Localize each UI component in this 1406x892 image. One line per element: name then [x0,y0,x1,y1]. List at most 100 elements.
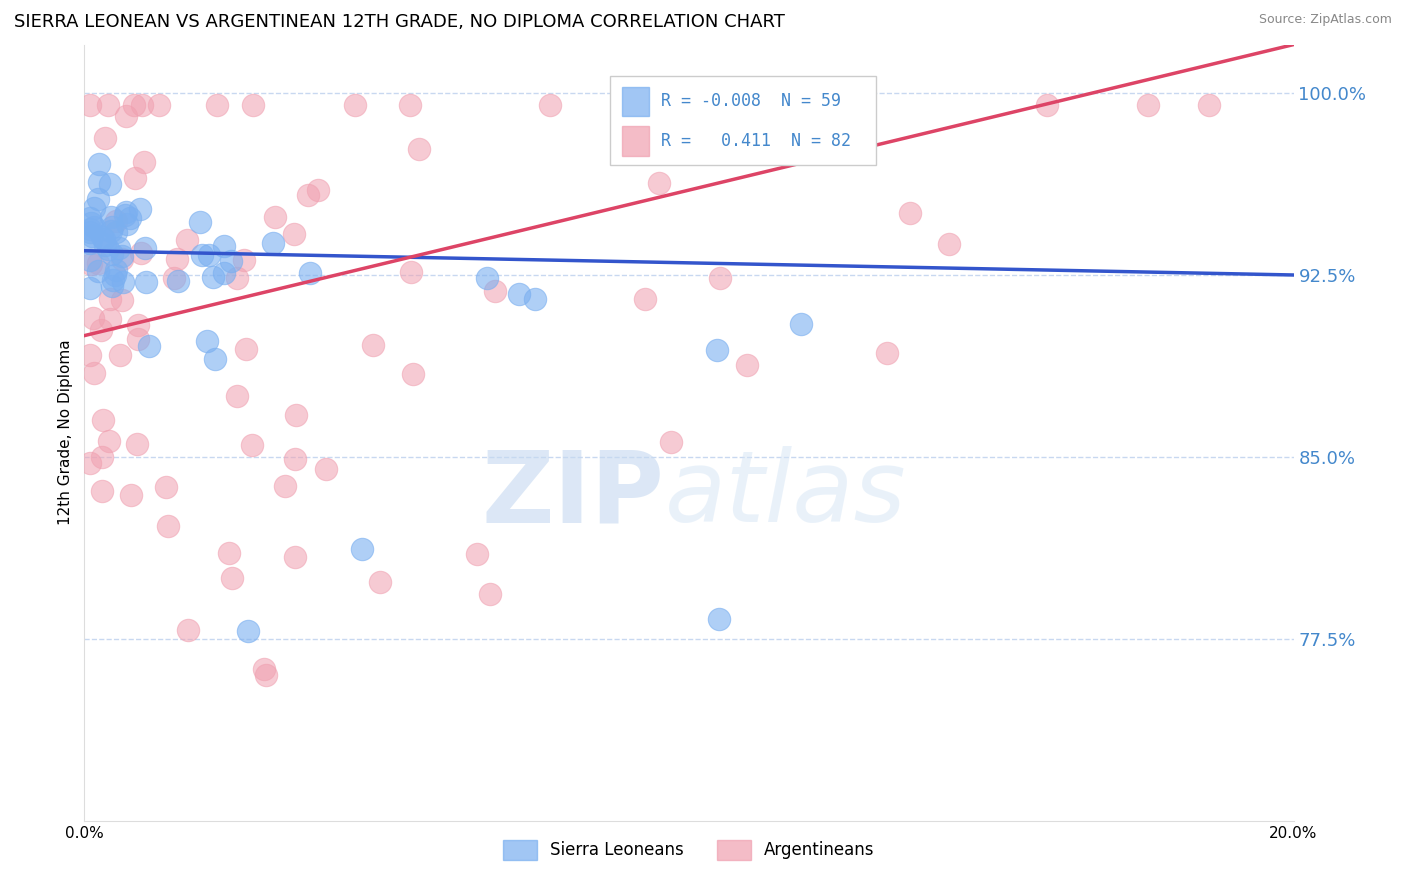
Point [111,249,134,263]
Point [98,434,121,449]
Point [90,323,112,337]
Point [307,183,329,197]
Point [205,98,228,112]
Point [212,239,235,253]
Point [191,248,214,262]
Point [938,236,960,251]
Point [108,241,131,255]
Point [104,268,127,282]
Point [155,480,177,494]
Point [1198,98,1220,112]
Point [634,292,657,306]
Point [201,269,224,284]
Point [709,271,731,285]
Point [97,98,120,112]
Point [233,253,256,268]
Point [79,281,101,295]
Point [478,587,501,601]
Point [195,334,218,348]
Point [1035,98,1057,112]
Point [402,367,425,381]
Point [204,351,226,366]
Point [725,98,748,112]
Point [103,273,125,287]
Point [93,232,115,246]
Point [177,624,200,638]
Point [138,338,160,352]
Point [368,575,391,590]
Point [100,224,122,238]
Point [98,292,121,306]
Point [120,488,142,502]
Point [262,236,284,251]
Point [135,275,157,289]
Point [87,256,110,270]
Point [90,483,112,498]
Point [508,286,530,301]
Point [104,263,127,277]
Point [299,266,322,280]
Point [83,220,105,235]
Point [212,266,235,280]
Point [79,235,101,250]
Point [221,571,243,585]
Point [115,204,138,219]
Point [91,413,114,427]
Point [80,257,103,271]
Point [790,317,813,331]
Point [111,293,134,307]
Point [163,271,186,285]
Point [198,248,221,262]
Point [242,98,264,112]
Point [176,233,198,247]
Point [668,98,690,112]
Point [83,366,105,380]
Point [87,264,110,278]
Point [274,479,297,493]
Point [264,210,287,224]
Point [120,211,142,225]
Point [87,175,110,189]
Point [101,219,124,234]
Y-axis label: 12th Grade, No Diploma: 12th Grade, No Diploma [58,340,73,525]
Text: Source: ZipAtlas.com: Source: ZipAtlas.com [1258,13,1392,27]
Point [79,211,101,225]
Point [127,332,149,346]
Point [125,437,148,451]
Point [898,206,921,220]
Point [90,230,112,244]
Point [100,247,122,261]
Point [127,318,149,333]
Point [253,662,276,676]
Point [254,668,277,682]
Point [167,274,190,288]
Point [115,109,138,123]
Point [124,171,146,186]
Point [115,217,138,231]
Point [79,98,101,112]
Point [399,98,422,112]
FancyBboxPatch shape [610,76,876,165]
Point [225,271,247,285]
Point [131,98,153,112]
Point [104,214,127,228]
Point [122,98,145,112]
Point [240,438,263,452]
Point [79,348,101,362]
Point [111,275,134,289]
Point [87,157,110,171]
Point [538,98,561,112]
Point [97,242,120,256]
Point [79,253,101,268]
Point [108,348,131,362]
Point [98,178,121,192]
Point [93,238,115,252]
Point [82,310,104,325]
Point [661,434,683,449]
Point [709,612,731,626]
Text: ZIP: ZIP [482,446,665,543]
Point [221,254,243,268]
Point [284,408,307,422]
Bar [623,87,650,116]
Point [134,241,156,255]
